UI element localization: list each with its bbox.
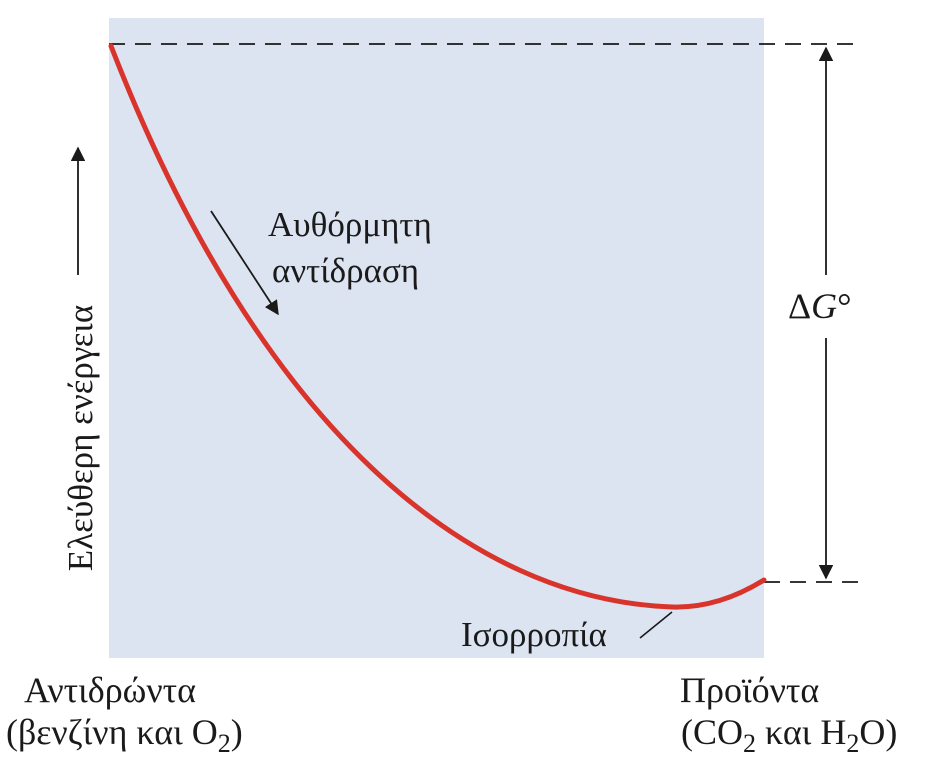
- reactants-subscript: 2: [218, 729, 231, 758]
- reactants-detail: (βενζίνη και O2): [6, 712, 243, 758]
- spontaneous-label-line2: αντίδραση: [272, 251, 419, 290]
- products-subscript-2: 2: [846, 729, 859, 758]
- delta-g-label: ΔG°: [788, 286, 852, 326]
- products-prefix: (CO: [681, 712, 743, 752]
- reactants-title: Αντιδρώντα: [24, 670, 196, 710]
- g-variable: G: [811, 286, 837, 326]
- free-energy-curve: [108, 43, 767, 610]
- y-axis-label: Ελεύθερη ενέργεια: [61, 305, 100, 571]
- degree-symbol: °: [837, 286, 851, 326]
- products-detail: (CO2 και H2O): [681, 712, 897, 758]
- spontaneous-arrow: [210, 210, 279, 316]
- equilibrium-leader: [639, 611, 673, 639]
- delta-symbol: Δ: [788, 286, 811, 326]
- diagram-panel: [109, 18, 764, 658]
- products-subscript-1: 2: [743, 729, 756, 758]
- products-mid: και H: [756, 712, 846, 752]
- equilibrium-label: Ισορροπία: [461, 615, 607, 654]
- products-title: Προϊόντα: [680, 670, 819, 710]
- reactants-prefix: (βενζίνη και O: [6, 712, 218, 752]
- reactants-suffix: ): [231, 712, 243, 752]
- products-suffix: O): [859, 712, 897, 752]
- spontaneous-label-line1: Αυθόρμητη: [268, 205, 432, 244]
